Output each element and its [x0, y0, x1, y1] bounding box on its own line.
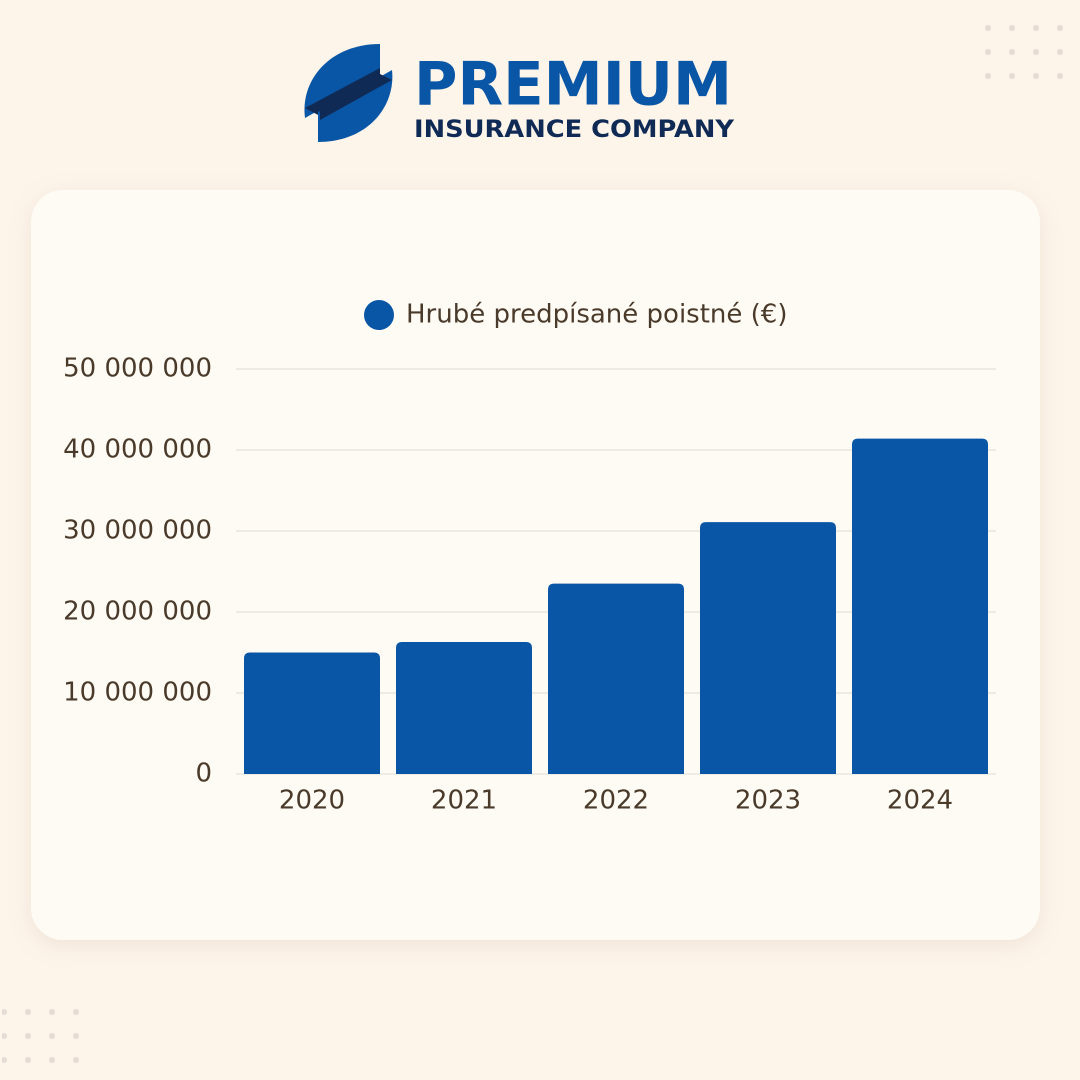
bar — [548, 583, 684, 774]
bar — [852, 438, 988, 774]
y-tick-label: 40 000 000 — [63, 435, 212, 465]
y-tick-label: 20 000 000 — [63, 597, 212, 627]
brand-tagline: INSURANCE COMPANY — [414, 115, 735, 143]
y-tick-label: 10 000 000 — [63, 678, 212, 708]
legend-marker — [364, 300, 394, 330]
bar — [700, 522, 836, 774]
dot-decoration — [976, 14, 1076, 94]
legend-label: Hrubé predpísané poistné (€) — [406, 300, 788, 330]
bar — [244, 652, 380, 774]
x-tick-label: 2023 — [735, 786, 801, 816]
brand-name: PREMIUM — [414, 50, 732, 120]
y-tick-label: 50 000 000 — [63, 354, 212, 384]
y-tick-label: 0 — [195, 759, 212, 789]
x-tick-label: 2022 — [583, 786, 649, 816]
dot-decoration — [2, 1000, 86, 1070]
x-tick-label: 2021 — [431, 786, 497, 816]
x-tick-label: 2024 — [887, 786, 953, 816]
x-tick-label: 2020 — [279, 786, 345, 816]
bar — [396, 641, 532, 774]
logo — [304, 44, 393, 142]
y-tick-label: 30 000 000 — [63, 516, 212, 546]
